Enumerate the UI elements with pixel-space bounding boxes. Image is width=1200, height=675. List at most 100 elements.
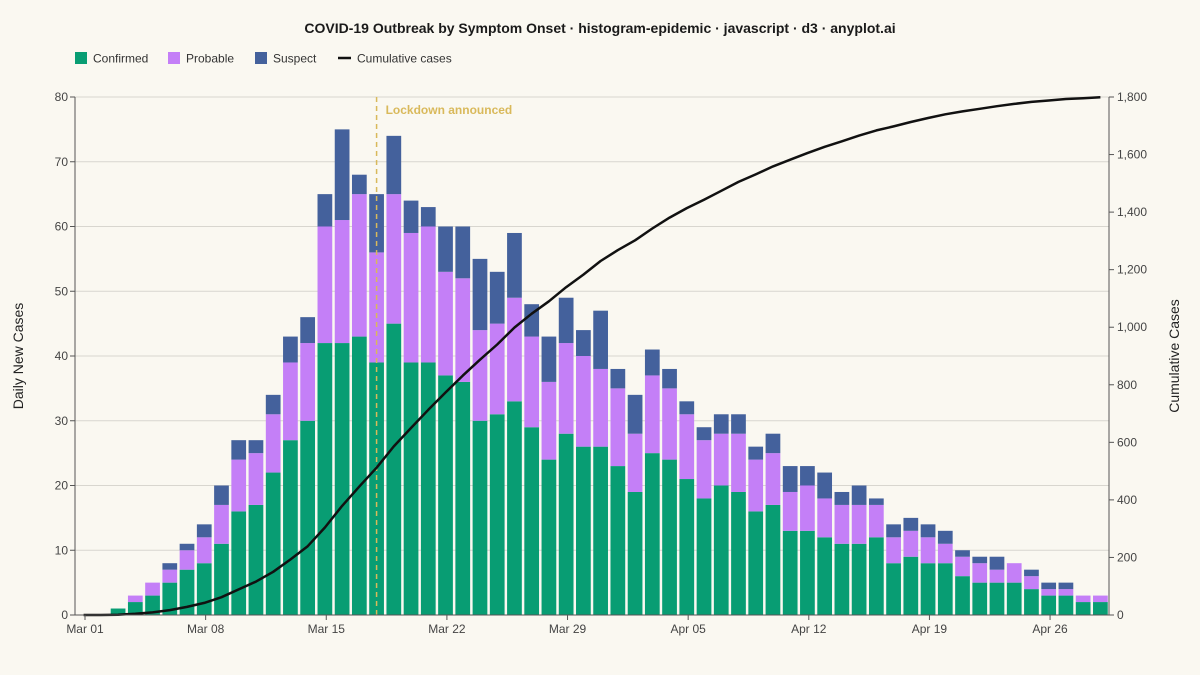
bar-confirmed-day-46 — [868, 537, 884, 615]
bar-probable-day-36 — [696, 440, 712, 499]
bar-probable-day-25 — [507, 297, 522, 402]
y2-tick-label-0: 0 — [1117, 608, 1124, 622]
bar-suspect-day-7 — [196, 524, 212, 538]
bar-suspect-day-16 — [351, 174, 367, 195]
bar-probable-day-13 — [300, 343, 316, 421]
bar-confirmed-day-34 — [662, 459, 677, 615]
bar-confirmed-day-51 — [955, 576, 970, 615]
x-tick-label-Apr 26: Apr 26 — [1032, 622, 1068, 636]
bar-confirmed-day-42 — [800, 530, 815, 615]
bar-suspect-day-41 — [782, 466, 798, 492]
bar-confirmed-day-52 — [972, 582, 988, 615]
bar-probable-day-53 — [989, 569, 1005, 583]
bar-suspect-day-52 — [972, 556, 988, 564]
bar-probable-day-54 — [1006, 563, 1022, 583]
bar-probable-day-39 — [748, 459, 764, 512]
axes: 0102030405060708002004006008001,0001,200… — [55, 90, 1148, 636]
y2-tick-label-400: 400 — [1117, 493, 1137, 507]
bar-probable-day-28 — [558, 343, 574, 434]
y2-tick-label-1,400: 1,400 — [1117, 205, 1147, 219]
bar-suspect-day-6 — [179, 543, 195, 551]
bar-confirmed-day-32 — [627, 491, 643, 615]
bar-confirmed-day-26 — [524, 427, 540, 615]
bar-probable-day-14 — [317, 226, 333, 344]
bar-probable-day-40 — [765, 453, 781, 505]
y-tick-label-60: 60 — [55, 220, 69, 234]
bar-probable-day-21 — [438, 271, 453, 376]
bar-confirmed-day-48 — [903, 556, 919, 615]
bar-probable-day-51 — [955, 556, 970, 577]
bar-confirmed-day-27 — [541, 459, 557, 615]
bar-suspect-day-38 — [731, 414, 746, 434]
chart-title: COVID-19 Outbreak by Symptom Onset · his… — [304, 20, 895, 36]
bar-suspect-day-21 — [438, 226, 453, 272]
legend-label-probable: Probable — [186, 52, 234, 66]
bar-probable-day-3 — [127, 595, 143, 603]
bar-suspect-day-55 — [1024, 569, 1039, 577]
bar-probable-day-19 — [403, 232, 419, 363]
bar-confirmed-day-36 — [696, 498, 712, 615]
bar-suspect-day-5 — [162, 563, 178, 570]
bar-confirmed-day-55 — [1024, 589, 1039, 615]
bar-probable-day-55 — [1024, 576, 1039, 590]
bar-probable-day-42 — [800, 485, 815, 531]
bar-probable-day-48 — [903, 530, 919, 557]
bar-probable-day-33 — [644, 375, 660, 454]
legend-label-cumulative: Cumulative cases — [357, 52, 452, 66]
bar-confirmed-day-13 — [300, 420, 316, 615]
bar-suspect-day-49 — [920, 524, 936, 538]
bar-confirmed-day-2 — [110, 608, 126, 615]
y-tick-label-40: 40 — [55, 349, 69, 363]
bar-probable-day-5 — [162, 569, 178, 583]
y-tick-label-30: 30 — [55, 414, 69, 428]
bar-probable-day-9 — [231, 459, 247, 512]
bar-confirmed-day-18 — [386, 323, 402, 615]
legend: Confirmed Probable Suspect Cumulative ca… — [75, 52, 452, 66]
bar-suspect-day-50 — [937, 530, 953, 544]
lockdown-annotation: Lockdown announced — [375, 97, 512, 615]
x-tick-label-Mar 29: Mar 29 — [549, 622, 587, 636]
bar-probable-day-27 — [541, 381, 557, 460]
bar-probable-day-15 — [334, 220, 350, 344]
bar-suspect-day-31 — [610, 368, 626, 389]
x-tick-label-Apr 05: Apr 05 — [670, 622, 706, 636]
bar-suspect-day-11 — [265, 394, 281, 415]
cumulative-line-layer — [83, 96, 1101, 617]
bar-suspect-day-29 — [576, 330, 591, 356]
bar-suspect-day-28 — [558, 297, 574, 344]
legend-swatch-probable — [168, 52, 180, 64]
bar-confirmed-day-30 — [593, 446, 608, 615]
bar-probable-day-4 — [145, 582, 160, 596]
legend-label-suspect: Suspect — [273, 52, 317, 66]
bar-suspect-day-19 — [403, 200, 419, 233]
bar-suspect-day-8 — [214, 485, 229, 505]
bar-confirmed-day-39 — [748, 511, 764, 615]
bar-suspect-day-25 — [507, 232, 522, 298]
bar-probable-day-46 — [868, 504, 884, 538]
bar-probable-day-8 — [214, 504, 229, 544]
gridlines — [75, 96, 1109, 551]
bar-confirmed-day-20 — [420, 362, 436, 615]
bar-confirmed-day-53 — [989, 582, 1005, 615]
bar-confirmed-day-37 — [713, 485, 729, 615]
bar-probable-day-44 — [834, 504, 850, 544]
bar-probable-day-29 — [576, 356, 591, 447]
legend-label-confirmed: Confirmed — [93, 52, 148, 66]
bar-probable-day-6 — [179, 550, 195, 570]
y2-axis-label: Cumulative Cases — [1166, 299, 1182, 413]
bar-confirmed-day-58 — [1075, 602, 1091, 615]
bar-probable-day-52 — [972, 563, 988, 583]
bar-confirmed-day-43 — [817, 537, 833, 615]
y2-tick-label-1,000: 1,000 — [1117, 320, 1147, 334]
bar-probable-day-7 — [196, 537, 212, 564]
bar-probable-day-30 — [593, 368, 608, 447]
bar-suspect-day-33 — [644, 349, 660, 376]
y-tick-label-70: 70 — [55, 155, 69, 169]
x-tick-label-Mar 22: Mar 22 — [428, 622, 466, 636]
bar-probable-day-11 — [265, 414, 281, 473]
bar-confirmed-day-6 — [179, 569, 195, 615]
bar-probable-day-45 — [851, 504, 867, 544]
bar-confirmed-day-7 — [196, 563, 212, 615]
bar-confirmed-day-50 — [937, 563, 953, 615]
